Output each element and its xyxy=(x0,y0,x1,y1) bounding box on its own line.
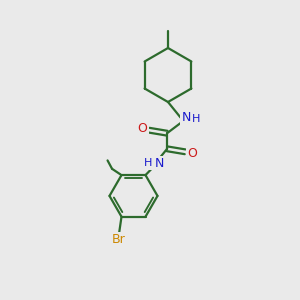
Text: Br: Br xyxy=(112,233,126,246)
Text: O: O xyxy=(187,147,196,160)
Text: H: H xyxy=(144,158,153,169)
Text: O: O xyxy=(138,122,147,135)
Text: N: N xyxy=(181,111,191,124)
Text: N: N xyxy=(154,157,164,170)
Text: H: H xyxy=(192,113,200,124)
